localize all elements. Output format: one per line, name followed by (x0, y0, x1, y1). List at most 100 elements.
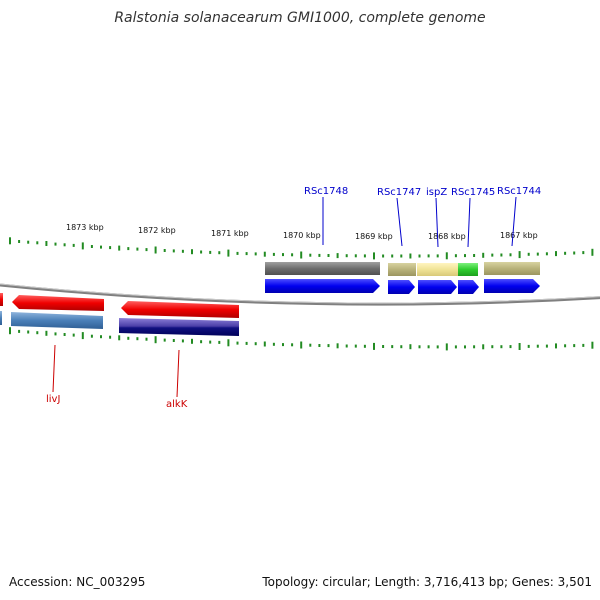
feature-red-arrow-edge (0, 293, 3, 306)
accession-text: Accession: NC_003295 (9, 575, 146, 589)
inner-scale-tick (555, 343, 557, 349)
outer-scale-tick (336, 253, 339, 259)
outer-scale-tick (245, 252, 248, 256)
outer-scale-tick (436, 254, 439, 258)
outer-scale-tick (181, 249, 184, 253)
gene-arrow-ispZ (418, 280, 457, 294)
outer-scale-tick (482, 252, 485, 258)
outer-scale-tick (81, 242, 84, 250)
inner-scale-tick (254, 342, 257, 346)
kbp-labels: 1873 kbp 1872 kbp 1871 kbp 1870 kbp 1869… (66, 223, 538, 241)
outer-scale-tick (163, 249, 166, 252)
outer-scale-tick (418, 254, 421, 258)
inner-scale-tick (591, 341, 594, 349)
outer-scale-tick (536, 252, 539, 256)
outer-scale-tick (72, 243, 75, 247)
feature-khaki-bar-2 (484, 262, 540, 275)
inner-scale-tick (527, 344, 530, 348)
inner-scale-tick (500, 345, 503, 349)
inner-scale-tick (218, 340, 221, 344)
outer-scale-tick (409, 253, 412, 259)
inner-scale-tick (518, 343, 521, 350)
outer-scale-tick (100, 245, 102, 249)
outer-scale-tick (200, 250, 203, 254)
outer-scale-tick (254, 252, 257, 256)
feature-khaki-bar (388, 263, 416, 276)
inner-scale-tick (172, 339, 175, 342)
inner-tick-scale (9, 327, 594, 351)
outer-scale-tick (309, 253, 312, 257)
outer-scale-tick (491, 253, 494, 257)
inner-scale-tick (36, 331, 39, 335)
outer-scale-tick (564, 251, 567, 255)
inner-scale-tick (154, 336, 157, 344)
outer-scale-tick (382, 254, 385, 258)
kbp-label-1873: 1873 kbp (66, 223, 104, 232)
inner-scale-tick (263, 341, 266, 347)
outer-scale-tick (227, 249, 230, 257)
outer-scale-tick (36, 241, 39, 245)
kbp-label-1871: 1871 kbp (211, 229, 249, 238)
inner-scale-tick (109, 335, 112, 339)
kbp-label-1867: 1867 kbp (500, 231, 538, 240)
inner-scale-tick (63, 333, 66, 336)
outer-scale-tick (236, 251, 239, 255)
gene-arrow-livJ (12, 295, 104, 311)
outer-scale-tick (90, 245, 93, 248)
inner-scale-tick (464, 345, 466, 349)
inner-scale-tick (145, 337, 148, 341)
forward-strand-features (265, 262, 540, 294)
inner-scale-tick (318, 344, 321, 347)
gene-label-RSc1745: RSc1745 (451, 187, 495, 198)
inner-scale-tick (163, 338, 166, 342)
outer-scale-tick (518, 251, 521, 259)
kbp-label-1870: 1870 kbp (283, 231, 321, 240)
feature-yellow-bar (417, 263, 458, 276)
feature-green-bar (458, 263, 478, 276)
gene-label-livJ: livJ (46, 394, 60, 405)
inner-scale-tick (582, 343, 585, 347)
outer-scale-tick (573, 251, 576, 255)
outer-scale-tick (300, 251, 303, 259)
inner-scale-tick (300, 341, 303, 349)
reverse-label-lines (52, 344, 180, 398)
inner-scale-tick (54, 332, 57, 336)
inner-scale-tick (72, 333, 75, 337)
inner-scale-tick (354, 344, 357, 348)
reverse-gene-labels: livJ alkK (46, 394, 188, 410)
kbp-label-1872: 1872 kbp (138, 226, 176, 235)
gene-label-ispZ: ispZ (426, 187, 447, 198)
outer-scale-tick (445, 252, 448, 260)
outer-scale-tick (18, 240, 21, 243)
inner-scale-tick (345, 344, 348, 348)
genome-backbone-highlight (0, 283, 600, 304)
gene-label-alkK: alkK (166, 399, 188, 410)
inner-scale-tick (191, 338, 193, 344)
gene-arrow-RSc1747 (388, 280, 415, 294)
outer-scale-tick (500, 253, 503, 257)
inner-scale-tick (391, 345, 394, 349)
gene-arrow-RSc1748 (265, 279, 380, 293)
outer-scale-tick (582, 251, 585, 255)
gene-arrow-alkK (121, 301, 239, 318)
outer-scale-tick (209, 250, 212, 254)
outer-scale-tick (263, 251, 266, 257)
inner-scale-tick (9, 327, 11, 335)
inner-scale-tick (100, 335, 102, 339)
inner-scale-tick (573, 344, 576, 348)
outer-scale-tick (391, 254, 394, 258)
inner-scale-tick (382, 345, 385, 348)
outer-scale-tick (109, 246, 112, 250)
inner-scale-tick (564, 344, 567, 348)
outer-scale-tick (127, 247, 130, 251)
gene-label-RSc1747: RSc1747 (377, 187, 421, 198)
inner-scale-tick (272, 342, 275, 346)
inner-scale-tick (245, 341, 248, 345)
inner-scale-tick (45, 330, 48, 336)
inner-scale-tick (445, 343, 448, 351)
feature-navy-bar (119, 318, 239, 336)
outer-scale-tick (318, 253, 321, 257)
gene-label-RSc1748: RSc1748 (304, 186, 348, 197)
inner-scale-tick (282, 343, 284, 347)
outer-scale-tick (327, 254, 330, 257)
